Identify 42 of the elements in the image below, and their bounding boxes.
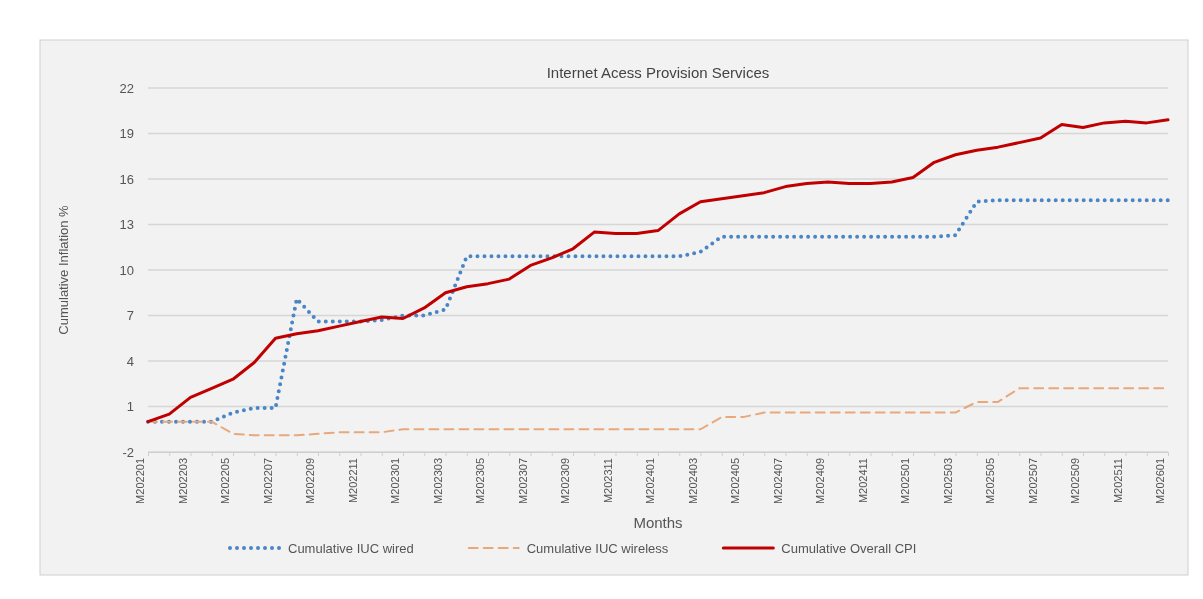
x-tick-label: M202401 <box>644 458 657 504</box>
x-tick-label: M202309 <box>559 458 572 504</box>
x-tick-label: M202409 <box>814 458 827 504</box>
x-tick-label: M202205 <box>219 458 232 504</box>
x-tick-label: M202201 <box>134 458 147 504</box>
x-tick-label: M202407 <box>771 458 784 504</box>
x-tick-label: M202209 <box>304 458 317 504</box>
x-tick-label: M202207 <box>261 458 274 504</box>
y-tick-label: 19 <box>119 126 134 142</box>
x-tick-label: M202505 <box>984 458 997 504</box>
legend-label: Cumulative IUC wired <box>288 541 414 556</box>
x-tick-label: M202511 <box>1111 458 1124 504</box>
x-axis-title: Months <box>633 514 683 531</box>
y-axis-title: Cumulative Inflation % <box>56 204 71 335</box>
chart-title: Internet Acess Provision Services <box>546 64 770 81</box>
x-tick-label: M202307 <box>516 458 529 504</box>
x-tick-label: M202301 <box>389 458 402 504</box>
x-tick-label: M202311 <box>601 458 614 504</box>
x-tick-label: M202601 <box>1154 458 1167 504</box>
x-tick-label: M202509 <box>1069 458 1082 504</box>
y-tick-label: -2 <box>122 444 134 460</box>
x-tick-label: M202211 <box>346 458 359 504</box>
y-tick-label: 1 <box>126 399 134 415</box>
y-tick-label: 10 <box>119 262 134 278</box>
x-tick-label: M202303 <box>431 458 444 504</box>
legend-label: Cumulative IUC wireless <box>526 541 669 556</box>
y-tick-label: 4 <box>126 353 134 369</box>
line-series <box>146 118 1170 424</box>
line-series <box>146 198 1170 424</box>
legend-label: Cumulative Overall CPI <box>781 541 917 556</box>
x-tick-label: M202203 <box>176 458 189 504</box>
x-tick-label: M202507 <box>1026 458 1039 504</box>
x-tick-label: M202503 <box>941 458 954 504</box>
x-tick-label: M202405 <box>729 458 742 504</box>
x-tick-label: M202305 <box>474 458 487 504</box>
y-tick-label: 13 <box>119 217 134 233</box>
x-tick-label: M202403 <box>686 458 699 504</box>
y-tick-label: 16 <box>119 171 134 187</box>
x-tick-label: M202501 <box>899 458 912 504</box>
y-tick-label: 7 <box>126 308 134 324</box>
y-tick-label: 22 <box>119 80 134 96</box>
x-tick-label: M202411 <box>856 458 869 504</box>
